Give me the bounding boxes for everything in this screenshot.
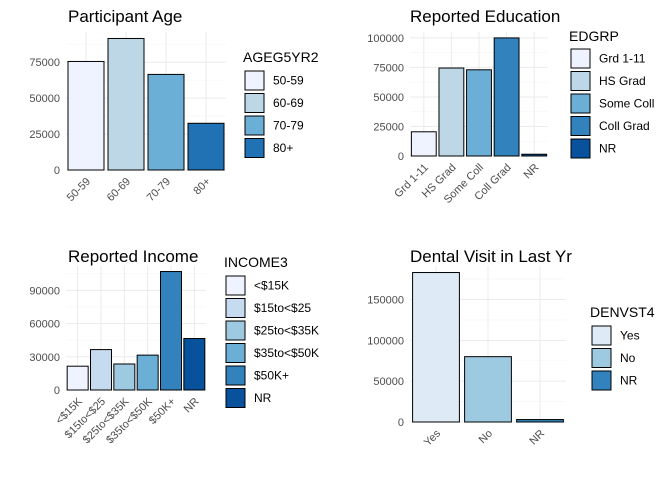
x-tick-label: 70-79 [145,176,173,204]
bar-nr [516,419,564,423]
y-tick-label: 0 [54,165,60,177]
legend-label: $25to<$35K [254,324,319,338]
chart-panel-participant-age: Participant Age 0 25000 50000 75000 50-59 60-6… [29,7,318,204]
x-tick-label: No [477,428,495,446]
y-tick-label: 25000 [29,129,60,141]
x-tick-label: 60-69 [105,176,133,204]
chart-title: Reported Education [410,7,560,26]
legend-key-15k [225,275,246,296]
bar-nr [183,338,206,391]
legend-key-35to-50k [225,343,246,363]
legend-title: INCOME3 [224,254,288,270]
legend-label: NR [620,374,638,388]
legend-label: NR [254,391,272,405]
y-tick-label: 150000 [367,294,404,306]
y-tick-label: 90000 [29,285,60,297]
chart-panel-reported-income: Reported Income 0 30000 60000 90000 <$15K $15t… [29,247,319,446]
y-tick-label: 0 [398,151,404,163]
legend-key-60-69 [244,93,265,113]
legend-key-nr [225,388,246,408]
bar-15to-25 [90,349,112,391]
legend-label: <$15K [254,279,289,293]
x-tick-label: $50K+ [147,396,178,427]
chart-panel-dental-visit-in-last-yr: Dental Visit in Last Yr 0 50000 100000 15000… [367,247,655,449]
y-tick-label: 100000 [367,335,404,347]
bar-60-69 [107,37,145,171]
legend-key-25to-35k [225,320,246,341]
legend-label: Grd 1-11 [599,52,646,66]
y-tick-label: 0 [398,417,404,429]
legend-key-some-coll [570,93,591,114]
legend-label: HS Grad [599,74,646,88]
x-tick-label: 50-59 [65,176,93,204]
legend-label: $35to<$50K [254,346,319,360]
bar-hs-grad [438,67,465,157]
y-tick-label: 75000 [373,62,404,74]
y-tick-label: 0 [54,385,60,397]
legend-key-50-59 [244,70,265,91]
legend-label: $15to<$25 [254,301,311,315]
y-tick-label: 50000 [29,93,60,105]
chart-title: Dental Visit in Last Yr [410,247,572,266]
legend-key-no [591,348,612,368]
bar-some-coll [466,69,492,157]
bar-50k [160,271,182,391]
legend-key-yes [591,325,612,346]
x-tick-label: 80+ [191,176,213,198]
y-tick-label: 60000 [29,319,60,331]
bar-yes [412,272,460,423]
legend-label: NR [599,142,617,156]
bar-25to-35k [113,363,136,391]
y-tick-label: 75000 [29,57,60,69]
y-tick-label: 50000 [373,92,404,104]
legend-title: EDGRP [569,28,619,44]
bar-no [464,356,512,423]
legend-key-hs-grad [570,71,591,91]
x-tick-label: NR [527,428,547,448]
chart-panel-reported-education: Reported Education 0 25000 50000 75000 100000… [367,7,654,206]
bar-nr [521,153,548,157]
legend-title: AGEG5YR2 [243,49,319,65]
legend-key-15to-25 [225,298,246,318]
legend-label: No [620,351,636,365]
legend-label: Coll Grad [599,119,650,133]
x-tick-label: Yes [422,427,444,449]
legend-label: Some Coll [599,97,654,111]
legend: DENVST4 Yes No NR [590,304,655,391]
y-tick-label: 50000 [373,376,404,388]
legend-label: Yes [620,329,640,343]
bar-grd-1-11 [410,131,437,157]
legend: AGEG5YR2 50-59 60-69 70-79 80+ [243,49,319,158]
legend-label: 50-59 [273,74,304,88]
legend-key-80 [244,138,265,158]
legend-label: $50K+ [254,369,289,383]
bar-50-59 [67,60,105,171]
x-tick-label: NR [182,396,202,416]
legend: EDGRP Grd 1-11 HS Grad Some Coll Coll Grad NR [569,28,654,159]
bar-80 [187,122,225,171]
x-tick-label: NR [522,162,542,182]
legend-key-coll-grad [570,116,591,136]
y-tick-label: 30000 [29,352,60,364]
legend-key-grd-1-11 [570,48,591,69]
y-tick-label: 25000 [373,121,404,133]
legend-label: 70-79 [273,119,304,133]
legend-key-nr [570,138,591,159]
bar-35to-50k [136,354,159,391]
legend-key-nr [591,370,612,391]
legend-label: 80+ [273,141,293,155]
legend: INCOME3 <$15K $15to<$25 $25to<$35K $35to<$50… [224,254,319,408]
chart-title: Participant Age [68,7,182,26]
legend-key-70-79 [244,115,265,136]
chart-title: Reported Income [68,247,198,266]
bar-70-79 [147,73,185,171]
legend-label: 60-69 [273,96,304,110]
y-tick-label: 100000 [367,33,404,45]
bar-coll-grad [493,37,520,157]
legend-title: DENVST4 [590,304,655,320]
bar-15k [66,365,89,391]
legend-key-50k [225,365,246,386]
